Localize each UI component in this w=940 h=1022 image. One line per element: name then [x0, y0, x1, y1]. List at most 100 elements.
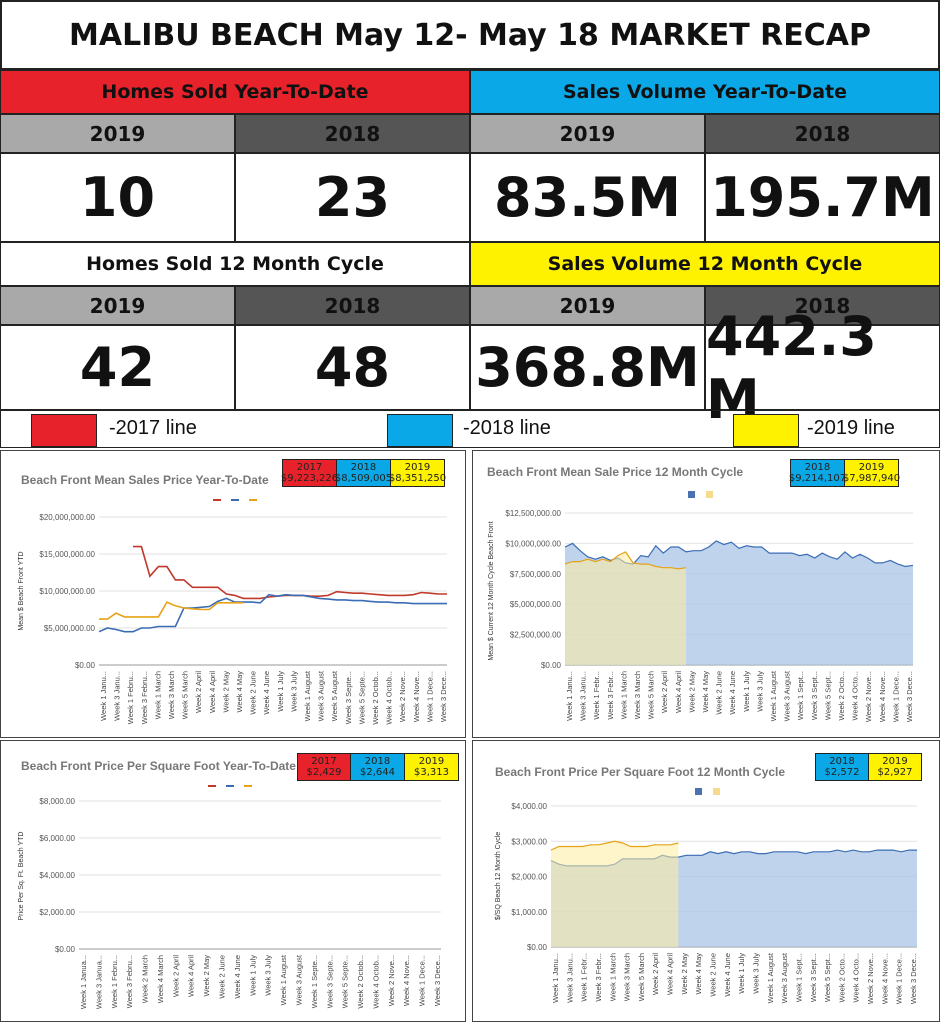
x-tick-label: Week 1 Febru... [110, 955, 119, 1008]
badge-year: 2018 [364, 756, 391, 767]
x-tick-label: Week 4 Octob... [371, 955, 380, 1009]
badge-2017: 2017 $2,429 [298, 754, 351, 780]
x-tick-label: Week 1 July [276, 671, 285, 712]
x-tick-label: Week 3 Janu... [565, 953, 574, 1003]
x-tick-label: Week 4 Nove... [402, 955, 411, 1006]
x-tick-label: Week 1 Dece... [895, 953, 904, 1004]
x-tick-label: Week 1 Febr... [592, 671, 601, 720]
x-tick-label: Week 1 Sept... [796, 671, 805, 720]
x-tick-label: Week 3 August [783, 670, 792, 721]
x-tick-label: Week 4 Octo... [851, 671, 860, 720]
badge-year: 2019 [404, 462, 431, 473]
volume-ytd-2019-label: 2019 [470, 114, 705, 153]
x-tick-label: Week 2 June [249, 671, 258, 715]
x-tick-label: Week 2 Octo... [837, 671, 846, 720]
y-axis-label: Price Per Sq. Ft. Beach YTD [18, 832, 25, 921]
legend-marker-2019 [706, 491, 713, 498]
volume-ytd-2019-value: 83.5M [470, 153, 705, 242]
x-tick-label: Week 2 April [194, 671, 203, 713]
x-tick-label: Week 1 Janua... [79, 955, 88, 1009]
x-tick-label: Week 3 August [294, 954, 303, 1005]
badge-year: 2017 [296, 462, 323, 473]
x-tick-label: Week 3 Sept... [810, 671, 819, 720]
x-tick-label: Week 3 Febru... [140, 671, 149, 724]
x-tick-label: Week 1 July [737, 953, 746, 994]
x-tick-label: Week 1 August [766, 952, 775, 1003]
chart-badges: 2018 $9,214,107 2019 $7,987,940 [788, 459, 901, 487]
x-tick-label: Week 1 Janu... [551, 953, 560, 1003]
badge-year: 2019 [882, 756, 908, 767]
x-tick-label: Week 3 Dece... [905, 671, 914, 722]
x-tick-label: Week 3 Sept... [809, 953, 818, 1002]
homes-ytd-header: Homes Sold Year-To-Date [0, 70, 470, 114]
x-tick-label: Week 4 Nove... [878, 671, 887, 722]
homes-12-2019-label: 2019 [0, 286, 235, 325]
chart-mean-price-ytd: Beach Front Mean Sales Price Year-To-Dat… [0, 450, 466, 738]
volume-12-2018-value: 442.3 M [705, 305, 940, 431]
x-tick-label: Week 5 Sept... [823, 671, 832, 720]
legend-swatch-2017 [31, 414, 97, 447]
line-legend: -2017 line -2018 line -2019 line [0, 410, 940, 448]
volume-12-2018-label: 2018 [705, 286, 940, 325]
x-tick-label: Week 1 Dece... [425, 671, 434, 722]
x-tick-label: Week 1 August [303, 670, 312, 721]
x-tick-label: Week 3 August [317, 670, 326, 721]
x-tick-label: Week 3 Febru... [125, 955, 134, 1008]
x-tick-label: Week 5 March [647, 671, 656, 719]
x-tick-label: Week 2 Octob... [356, 955, 365, 1009]
x-tick-label: Week 1 Febr... [580, 953, 589, 1002]
badge-year: 2017 [311, 756, 337, 767]
x-tick-label: Week 1 July [742, 671, 751, 712]
badge-value: $7,987,940 [842, 473, 901, 484]
x-tick-label: Week 4 March [156, 955, 165, 1003]
badge-value: $8,509,005 [334, 473, 393, 484]
badge-2019: 2019 $3,313 [405, 754, 458, 780]
series-line-2019 [550, 840, 679, 851]
y-tick-label: $2,500,000.00 [510, 631, 562, 640]
x-tick-label: Week 1 Janu... [565, 671, 574, 721]
series-area-2019 [551, 841, 679, 947]
x-tick-label: Week 3 July [751, 953, 760, 994]
x-tick-label: Week 5 Septe... [357, 671, 366, 724]
x-tick-label: Week 1 Febru... [126, 671, 135, 724]
x-tick-label: Week 3 Janu... [579, 671, 588, 721]
x-tick-label: Week 2 June [218, 955, 227, 999]
x-tick-label: Week 3 Janu... [113, 671, 122, 721]
chart-svg: $0.00 $1,000.00 $2,000.00 $3,000.00 $4,000.0… [495, 788, 918, 1004]
chart-title: Beach Front Mean Sales Price Year-To-Dat… [21, 473, 269, 487]
badge-value: $3,313 [414, 767, 449, 778]
chart-mean-price-12mo: Beach Front Mean Sale Price 12 Month Cyc… [472, 450, 940, 738]
x-tick-label: Week 2 June [715, 671, 724, 715]
chart-svg: $0.00 $2,000.00 $4,000.00 $6,000.00 $8,000.0… [18, 785, 442, 1009]
x-tick-label: Week 4 June [233, 955, 242, 999]
chart-svg: $0.00 $5,000,000.00 $10,000,000.00 $15,000,… [18, 499, 448, 725]
x-tick-label: Week 3 Septe... [344, 671, 353, 724]
homes-ytd-2019-label: 2019 [0, 114, 235, 153]
badge-2017: 2017 $9,223,226 [281, 460, 338, 486]
badge-2018: 2018 $9,214,107 [788, 460, 847, 486]
y-tick-label: $2,000.00 [511, 873, 547, 882]
homes-ytd-2018-label: 2018 [235, 114, 470, 153]
y-tick-label: $6,000.00 [39, 834, 75, 843]
x-tick-label: Week 4 May [694, 953, 703, 995]
y-tick-label: $2,000.00 [39, 908, 75, 917]
y-tick-label: $0.00 [541, 661, 562, 670]
x-tick-label: Week 1 March [608, 953, 617, 1001]
chart-title: Beach Front Mean Sale Price 12 Month Cyc… [487, 465, 744, 479]
y-tick-label: $12,500,000.00 [505, 509, 561, 518]
y-axis-label: Mean $ Beach Front YTD [18, 551, 25, 630]
x-tick-label: Week 2 Nove... [866, 953, 875, 1004]
y-tick-label: $0.00 [527, 943, 548, 952]
x-tick-label: Week 4 June [723, 953, 732, 997]
badge-value: $9,214,107 [788, 473, 847, 484]
x-tick-label: Week 5 Septe... [341, 955, 350, 1008]
y-tick-label: $20,000,000.00 [39, 513, 95, 522]
x-tick-label: Week 2 April [660, 671, 669, 713]
x-tick-label: Week 3 August [780, 952, 789, 1003]
x-tick-label: Week 2 May [687, 671, 696, 713]
x-tick-label: Week 2 Nove... [864, 671, 873, 722]
legend-marker-2018 [695, 788, 702, 795]
x-tick-label: Week 1 Dece... [418, 955, 427, 1006]
y-tick-label: $7,500,000.00 [510, 570, 562, 579]
x-tick-label: Week 3 Febr... [606, 671, 615, 720]
